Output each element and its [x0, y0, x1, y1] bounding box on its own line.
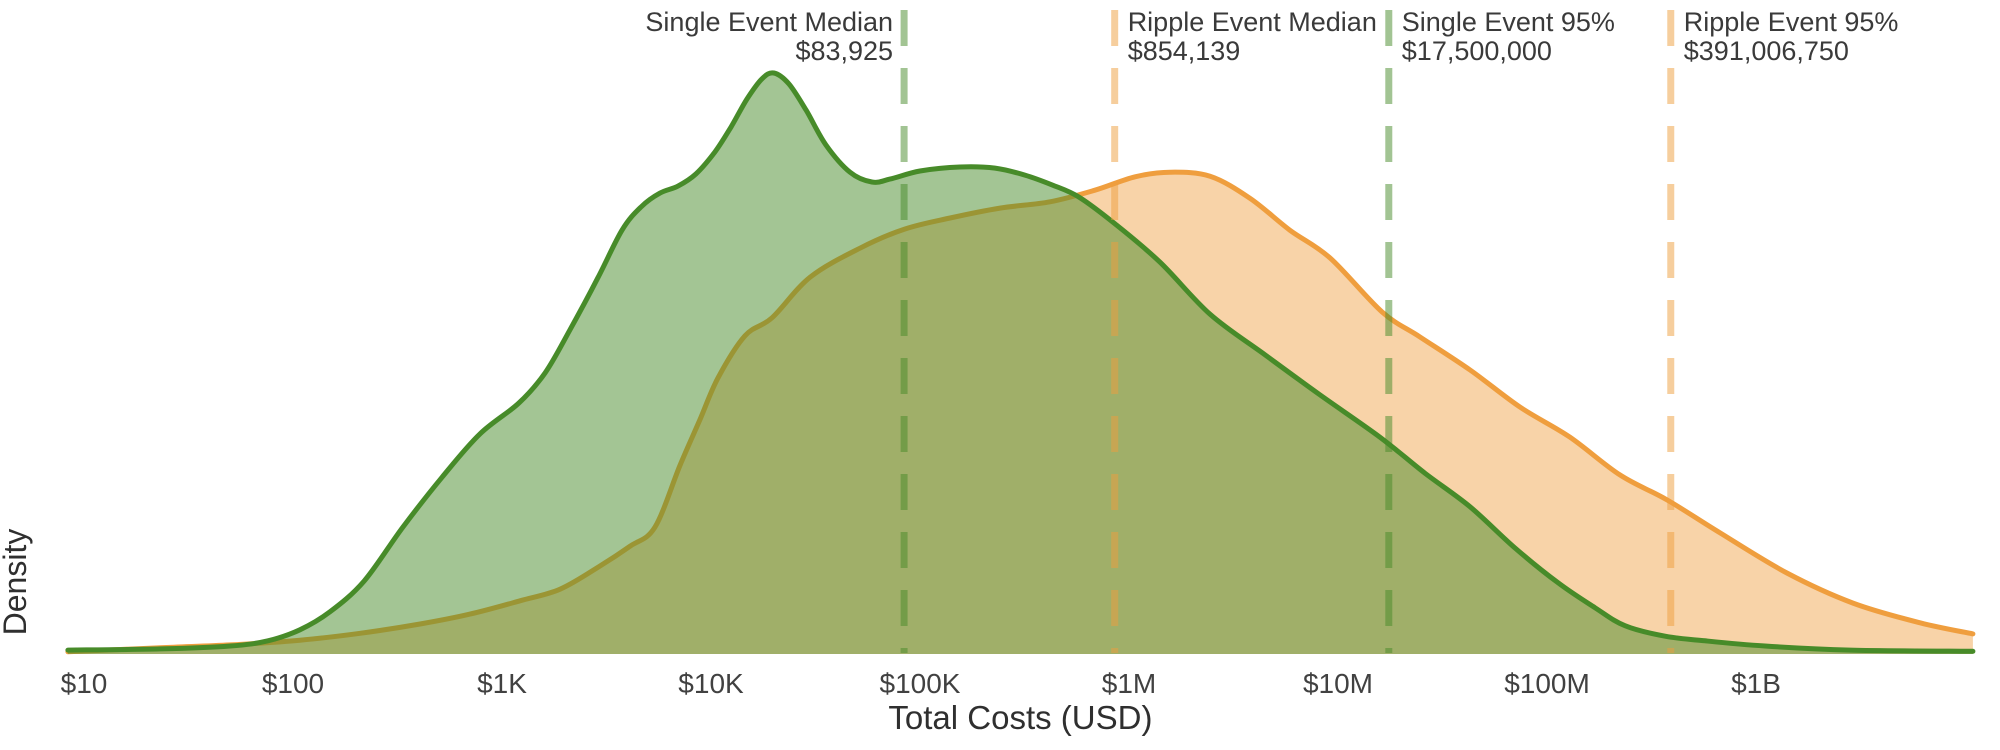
marker-name-ripple-event-95-: Ripple Event 95% — [1684, 7, 1899, 37]
x-tick-100: $100 — [262, 668, 324, 699]
marker-labels: Single Event Median$83,925 Ripple Event M… — [645, 7, 1898, 66]
marker-dashed-lines — [900, 10, 1675, 653]
density-areas — [65, 70, 1976, 655]
marker-value-ripple-event-95-: $391,006,750 — [1684, 36, 1849, 66]
x-axis-tick-labels: $10 $100 $1K $10K $100K $1M $10M $100M $1B — [61, 668, 1781, 699]
x-tick-100m: $100M — [1504, 668, 1590, 699]
x-tick-10: $10 — [61, 668, 108, 699]
marker-name-single-event-95-: Single Event 95% — [1402, 7, 1615, 37]
x-tick-10m: $10M — [1303, 668, 1373, 699]
marker-name-single-event-median: Single Event Median — [645, 7, 893, 37]
marker-value-single-event-95-: $17,500,000 — [1402, 36, 1552, 66]
density-curve-single-event — [65, 70, 1976, 654]
x-axis-title: Total Costs (USD) — [888, 699, 1152, 736]
density-area-single-event — [67, 72, 1973, 654]
x-tick-10k: $10K — [678, 668, 744, 699]
marker-value-ripple-event-median: $854,139 — [1128, 36, 1241, 66]
x-tick-1b: $1B — [1731, 668, 1781, 699]
x-tick-100k: $100K — [880, 668, 961, 699]
y-axis-title: Density — [0, 529, 33, 636]
x-tick-1k: $1K — [477, 668, 527, 699]
x-tick-1m: $1M — [1102, 668, 1156, 699]
marker-value-single-event-median: $83,925 — [795, 36, 893, 66]
marker-name-ripple-event-median: Ripple Event Median — [1128, 7, 1377, 37]
